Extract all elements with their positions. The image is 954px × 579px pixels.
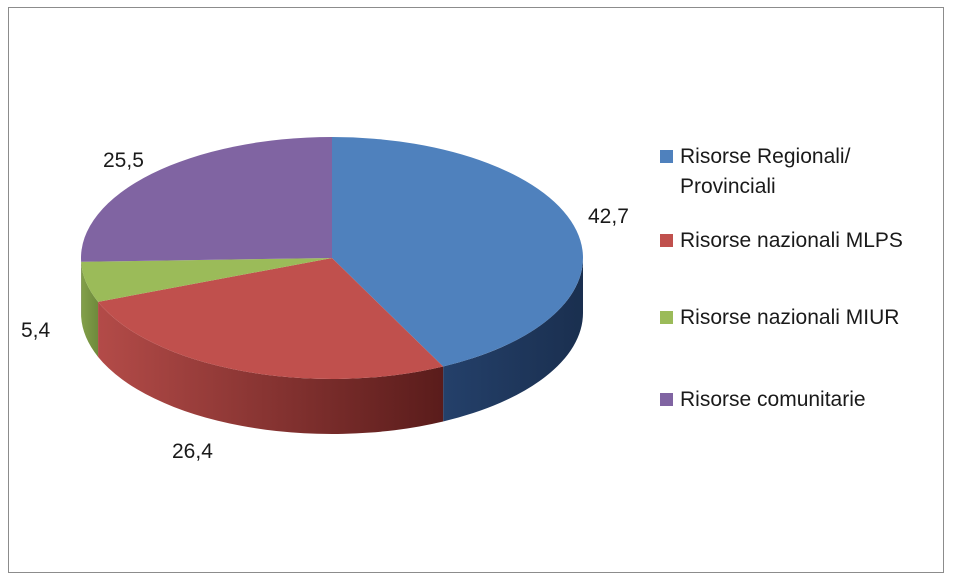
legend-label-comunitarie: Risorse comunitarie	[680, 388, 866, 411]
legend-item-mlps: Risorse nazionali MLPS	[660, 226, 945, 256]
pie-sides	[81, 258, 583, 434]
data-label-regionali: 42,7	[588, 205, 629, 228]
pie-tops	[81, 136, 583, 379]
slice-comunitarie	[81, 136, 333, 262]
slice-mlps-side	[98, 301, 444, 434]
legend-swatch-mlps	[660, 234, 673, 247]
legend-label-mlps: Risorse nazionali MLPS	[680, 229, 903, 252]
legend-item-miur: Risorse nazionali MIUR	[660, 303, 945, 333]
data-label-miur: 5,4	[21, 319, 51, 342]
legend-item-regionali: Risorse Regionali/ Provinciali	[660, 142, 945, 202]
data-label-mlps: 26,4	[172, 440, 213, 463]
legend-swatch-comunitarie	[660, 393, 673, 406]
legend-swatch-miur	[660, 311, 673, 324]
slice-miur-side	[81, 261, 99, 357]
legend-label-miur: Risorse nazionali MIUR	[680, 306, 900, 329]
legend-swatch-regionali	[660, 150, 673, 163]
slice-miur	[81, 258, 332, 302]
slice-mlps	[98, 258, 444, 379]
legend-label-regionali: Risorse Regionali/ Provinciali	[680, 145, 851, 198]
slice-regionali-side	[443, 258, 583, 422]
data-label-comunitarie: 25,5	[103, 149, 144, 172]
slice-regionali	[332, 137, 583, 367]
pie-data-labels: 42,7 26,4 5,4 25,5	[21, 149, 629, 463]
legend-item-comunitarie: Risorse comunitarie	[660, 385, 945, 415]
